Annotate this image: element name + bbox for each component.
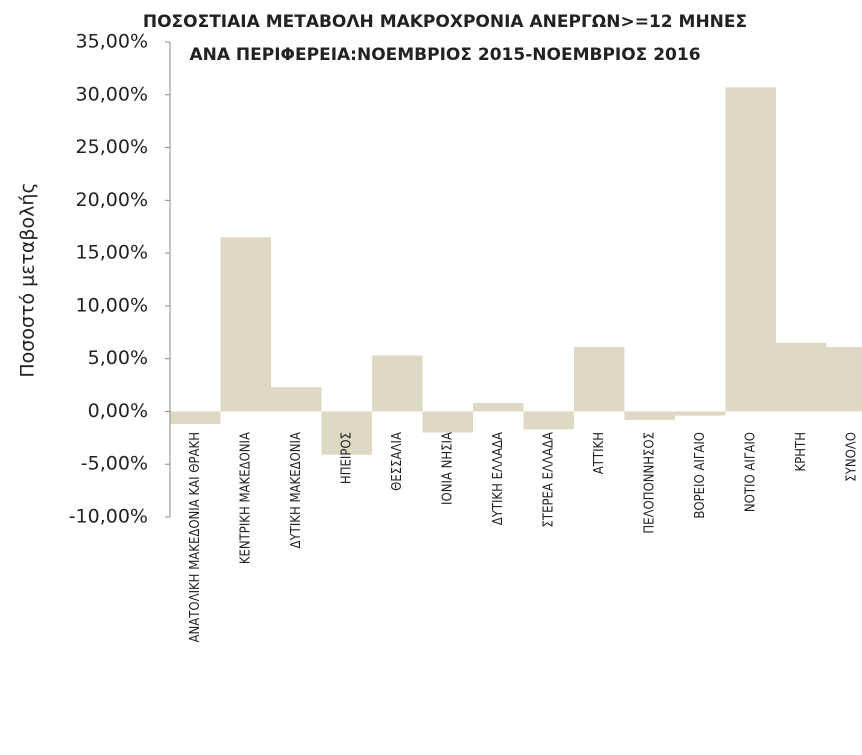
bar — [624, 411, 675, 420]
y-tick-label: 0,00% — [88, 400, 148, 422]
x-tick-label: ΗΠΕΙΡΟΣ — [339, 432, 354, 484]
bar — [473, 403, 524, 412]
x-tick-label: ΒΟΡΕΙΟ ΑΙΓΑΙΟ — [693, 432, 708, 519]
x-tick-label: ΔΥΤΙΚΗ ΜΑΚΕΔΟΝΙΑ — [289, 432, 304, 548]
bar — [725, 87, 776, 412]
x-tick-label: ΙΟΝΙΑ ΝΗΣΙΑ — [440, 432, 455, 505]
x-tick-label: ΑΤΤΙΚΗ — [592, 432, 607, 474]
bar — [170, 411, 221, 425]
x-tick-label: ΣΤΕΡΕΑ ΕΛΛΑΔΑ — [541, 432, 556, 527]
x-tick-label: ΠΕΛΟΠΟΝΝΗΣΟΣ — [642, 432, 657, 534]
chart-title: ΠΟΣΟΣΤΙΑΙΑ ΜΕΤΑΒΟΛΗ ΜΑΚΡΟΧΡΟΝΙΑ ΑΝΕΡΓΩΝ>… — [143, 12, 747, 32]
bar — [826, 347, 862, 412]
y-tick-label: 5,00% — [88, 347, 148, 369]
y-tick-label: 35,00% — [76, 31, 148, 53]
y-axis-label: Ποσοστό μεταβολής — [17, 182, 39, 377]
x-tick-label: ΚΕΝΤΡΙΚΗ ΜΑΚΕΔΟΝΙΑ — [238, 432, 253, 564]
bar — [220, 237, 271, 412]
x-tick-label: ΣΥΝΟΛΟ — [844, 432, 859, 482]
x-tick-label: ΘΕΣΣΑΛΙΑ — [390, 432, 405, 491]
y-tick-label: 25,00% — [76, 136, 148, 158]
bar — [675, 411, 726, 416]
bar — [321, 411, 372, 455]
bar — [574, 347, 625, 412]
bar — [422, 411, 473, 433]
y-tick-label: 30,00% — [76, 83, 148, 105]
bar — [271, 387, 322, 412]
y-tick-label: 20,00% — [76, 189, 148, 211]
y-tick-label: 15,00% — [76, 242, 148, 264]
x-tick-label: ΔΥΤΙΚΗ ΕΛΛΑΔΑ — [491, 432, 506, 525]
y-tick-label: -5,00% — [81, 453, 148, 475]
x-tick-label: ΚΡΗΤΗ — [794, 432, 809, 471]
bar — [523, 411, 574, 430]
y-tick-label: -10,00% — [69, 506, 148, 528]
x-tick-label: ΝΟΤΙΟ ΑΙΓΑΙΟ — [743, 432, 758, 512]
x-tick-label: ΑΝΑΤΟΛΙΚΗ ΜΑΚΕΔΟΝΙΑ ΚΑΙ ΘΡΑΚΗ — [188, 432, 203, 643]
bar — [776, 342, 827, 412]
bar — [372, 355, 423, 412]
chart-title: ΑΝΑ ΠΕΡΙΦΕΡΕΙΑ:ΝΟΕΜΒΡΙΟΣ 2015-ΝΟΕΜΒΡΙΟΣ … — [189, 45, 700, 65]
y-tick-label: 10,00% — [76, 294, 148, 316]
